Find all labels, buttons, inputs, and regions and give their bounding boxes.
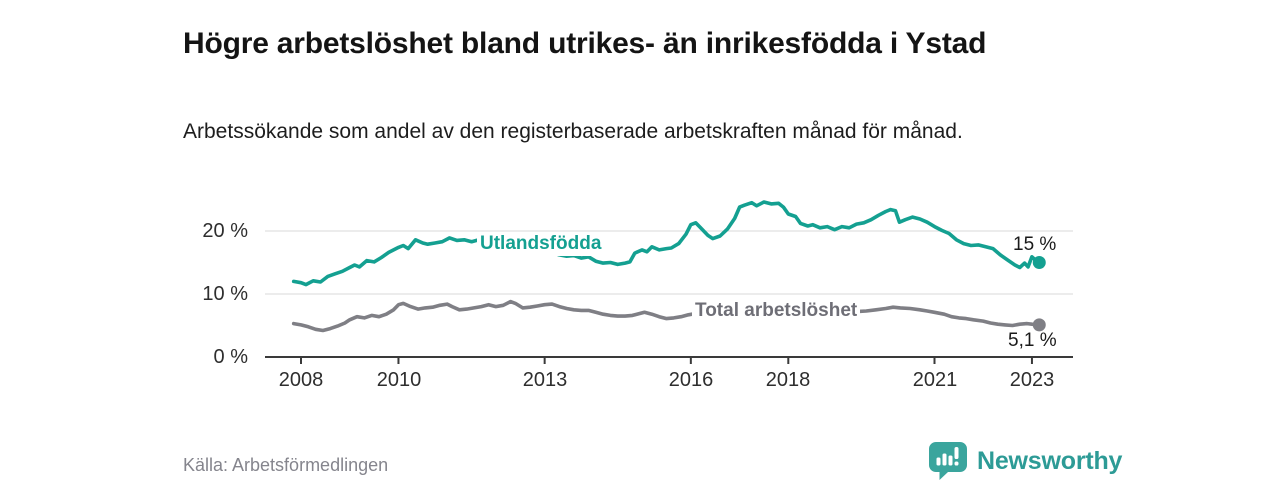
x-tick-2008: 2008 — [278, 369, 324, 391]
y-tick-10: 10 % — [202, 283, 248, 305]
y-tick-0: 0 % — [213, 346, 248, 368]
chart-title: Högre arbetslöshet bland utrikes- än inr… — [183, 27, 987, 61]
end-value-total: 5,1 % — [1008, 330, 1057, 351]
end-dot-0 — [1032, 256, 1046, 269]
chart-subtitle: Arbetssökande som andel av den registerb… — [183, 120, 963, 143]
series-label-utlandsfodda: Utlandsfödda — [477, 232, 605, 256]
end-dot-1 — [1032, 318, 1046, 332]
series-label-total-arbetsloshet: Total arbetslöshet — [692, 299, 861, 323]
x-tick-2010: 2010 — [376, 369, 422, 391]
newsworthy-wordmark: Newsworthy — [977, 446, 1123, 475]
newsworthy-logo[interactable]: Newsworthy — [928, 441, 1122, 480]
x-tick-2021: 2021 — [912, 369, 958, 391]
end-value-utlandsfodda: 15 % — [1013, 234, 1057, 255]
x-tick-2018: 2018 — [765, 369, 811, 391]
source-attribution: Källa: Arbetsförmedlingen — [183, 455, 389, 475]
x-tick-2016: 2016 — [668, 369, 714, 391]
x-tick-2023: 2023 — [1009, 369, 1055, 391]
series-line-1 — [291, 299, 1042, 333]
y-tick-20: 20 % — [202, 220, 248, 242]
x-tick-2013: 2013 — [522, 369, 568, 391]
series-line-0 — [291, 200, 1042, 287]
newsworthy-bubble-chart-icon — [929, 442, 967, 480]
